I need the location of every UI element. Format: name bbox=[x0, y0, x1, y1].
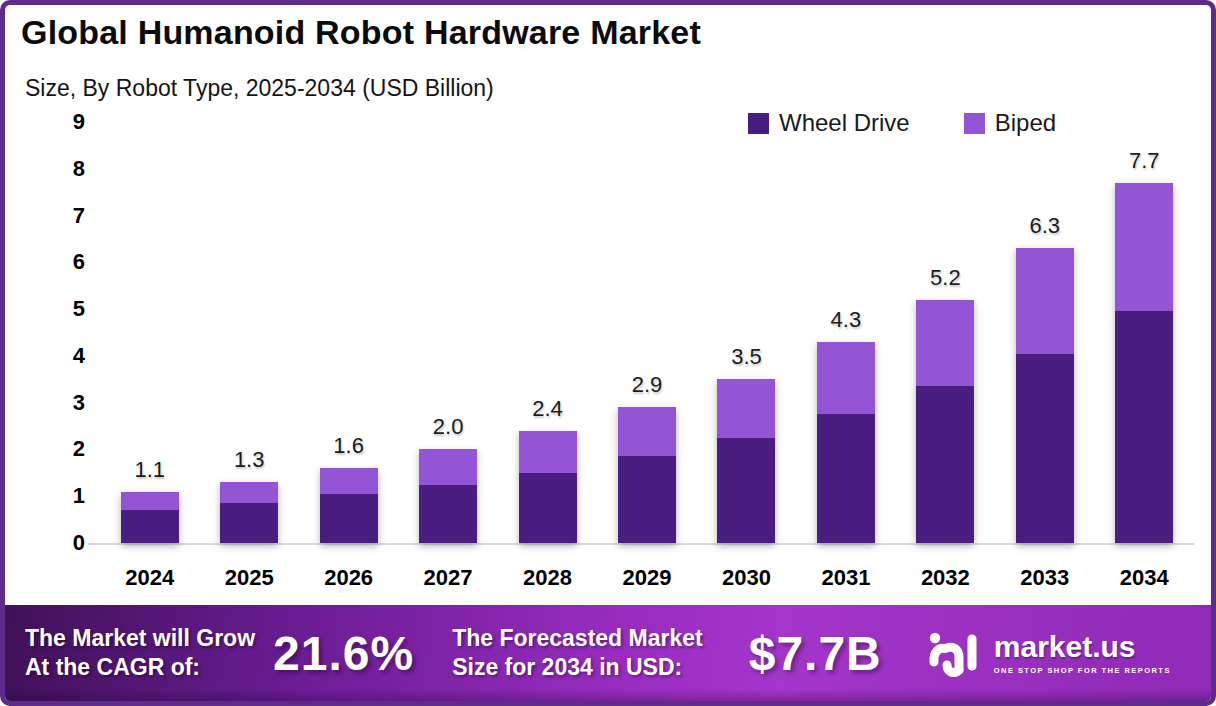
brand-logo: market.us ONE STOP SHOP FOR THE REPORTS bbox=[928, 629, 1171, 677]
bar-column-2024: 1.1 bbox=[100, 122, 199, 543]
y-tick-1: 1 bbox=[43, 482, 85, 510]
bar-total-label: 2.4 bbox=[532, 396, 563, 422]
cagr-label: The Market will Grow At the CAGR of: bbox=[25, 624, 255, 682]
y-tick-0: 0 bbox=[43, 529, 85, 557]
x-label-2030: 2030 bbox=[697, 565, 796, 591]
bar-segment-biped bbox=[121, 492, 179, 511]
bar-segment-biped bbox=[220, 482, 278, 503]
bar-column-2025: 1.3 bbox=[199, 122, 298, 543]
bar-segment-wheel-drive bbox=[320, 494, 378, 543]
bar-segment-biped bbox=[419, 449, 477, 484]
x-label-2026: 2026 bbox=[299, 565, 398, 591]
bar-column-2033: 6.3 bbox=[995, 122, 1094, 543]
brand-name: market.us bbox=[994, 632, 1171, 662]
x-label-2031: 2031 bbox=[796, 565, 895, 591]
bar-total-label: 4.3 bbox=[831, 307, 862, 333]
y-tick-7: 7 bbox=[43, 202, 85, 230]
y-axis: 0123456789 bbox=[43, 122, 85, 543]
bar-segment-biped bbox=[916, 300, 974, 387]
bar-total-label: 1.3 bbox=[234, 447, 265, 473]
x-label-2029: 2029 bbox=[597, 565, 696, 591]
bar-segment-wheel-drive bbox=[916, 386, 974, 543]
x-label-2032: 2032 bbox=[896, 565, 995, 591]
bar-segment-biped bbox=[1115, 183, 1173, 312]
bar-total-label: 7.7 bbox=[1129, 148, 1160, 174]
bar-segment-wheel-drive bbox=[618, 456, 676, 543]
bar-total-label: 2.0 bbox=[433, 414, 464, 440]
bar-segment-biped bbox=[519, 431, 577, 473]
y-tick-3: 3 bbox=[43, 389, 85, 417]
bar-stack bbox=[817, 342, 875, 543]
bar-stack bbox=[916, 300, 974, 543]
bar-segment-biped bbox=[1016, 248, 1074, 353]
bar-stack bbox=[1115, 183, 1173, 543]
bar-segment-wheel-drive bbox=[817, 414, 875, 543]
y-tick-5: 5 bbox=[43, 295, 85, 323]
bar-segment-wheel-drive bbox=[220, 503, 278, 543]
cagr-value: 21.6% bbox=[273, 626, 414, 681]
y-tick-6: 6 bbox=[43, 248, 85, 276]
x-label-2024: 2024 bbox=[100, 565, 199, 591]
x-label-2025: 2025 bbox=[199, 565, 298, 591]
page-subtitle: Size, By Robot Type, 2025-2034 (USD Bill… bbox=[25, 75, 494, 102]
bar-stack bbox=[220, 482, 278, 543]
page-title: Global Humanoid Robot Hardware Market bbox=[21, 13, 701, 52]
forecast-value: $7.7B bbox=[749, 626, 882, 681]
y-tick-4: 4 bbox=[43, 342, 85, 370]
bar-segment-biped bbox=[817, 342, 875, 415]
bar-segment-wheel-drive bbox=[121, 510, 179, 543]
bar-column-2029: 2.9 bbox=[597, 122, 696, 543]
bar-stack bbox=[419, 449, 477, 543]
forecast-label-line1: The Forecasted Market bbox=[452, 624, 703, 653]
brand-tagline: ONE STOP SHOP FOR THE REPORTS bbox=[994, 666, 1171, 675]
bar-total-label: 6.3 bbox=[1030, 213, 1061, 239]
bar-total-label: 2.9 bbox=[632, 372, 663, 398]
bar-column-2026: 1.6 bbox=[299, 122, 398, 543]
footer-banner: The Market will Grow At the CAGR of: 21.… bbox=[5, 605, 1211, 701]
bar-stack bbox=[320, 468, 378, 543]
y-tick-9: 9 bbox=[43, 108, 85, 136]
cagr-label-line2: At the CAGR of: bbox=[25, 653, 255, 682]
bar-column-2027: 2.0 bbox=[398, 122, 497, 543]
x-axis-line bbox=[88, 543, 1194, 545]
bar-column-2032: 5.2 bbox=[896, 122, 995, 543]
y-tick-8: 8 bbox=[43, 155, 85, 183]
bar-segment-biped bbox=[320, 468, 378, 494]
x-label-2028: 2028 bbox=[498, 565, 597, 591]
bar-total-label: 1.1 bbox=[134, 457, 165, 483]
bar-series: 1.1 1.3 1.6 2.0 2.4 2.9 3.5 4.3 5.2 6.3 7.7 bbox=[100, 122, 1194, 543]
bar-column-2034: 7.7 bbox=[1095, 122, 1194, 543]
infographic-frame: Global Humanoid Robot Hardware Market Si… bbox=[0, 0, 1216, 706]
x-label-2034: 2034 bbox=[1095, 565, 1194, 591]
bar-column-2031: 4.3 bbox=[796, 122, 895, 543]
bar-segment-biped bbox=[618, 407, 676, 456]
bar-stack bbox=[1016, 248, 1074, 543]
bar-stack bbox=[717, 379, 775, 543]
bar-total-label: 5.2 bbox=[930, 265, 961, 291]
marketus-logo-icon bbox=[928, 629, 982, 677]
cagr-label-line1: The Market will Grow bbox=[25, 624, 255, 653]
bar-stack bbox=[519, 431, 577, 543]
bar-segment-wheel-drive bbox=[1115, 311, 1173, 543]
bar-column-2028: 2.4 bbox=[498, 122, 597, 543]
bar-segment-wheel-drive bbox=[717, 438, 775, 543]
x-axis-labels: 2024202520262027202820292030203120322033… bbox=[100, 565, 1194, 591]
y-tick-2: 2 bbox=[43, 435, 85, 463]
bar-column-2030: 3.5 bbox=[697, 122, 796, 543]
bar-stack bbox=[618, 407, 676, 543]
forecast-label-line2: Size for 2034 in USD: bbox=[452, 653, 703, 682]
brand-text: market.us ONE STOP SHOP FOR THE REPORTS bbox=[994, 632, 1171, 675]
bar-stack bbox=[121, 492, 179, 543]
bar-segment-wheel-drive bbox=[419, 485, 477, 543]
bar-total-label: 3.5 bbox=[731, 344, 762, 370]
x-label-2033: 2033 bbox=[995, 565, 1094, 591]
x-label-2027: 2027 bbox=[398, 565, 497, 591]
bar-total-label: 1.6 bbox=[333, 433, 364, 459]
bar-segment-wheel-drive bbox=[1016, 354, 1074, 543]
bar-segment-biped bbox=[717, 379, 775, 437]
forecast-label: The Forecasted Market Size for 2034 in U… bbox=[452, 624, 703, 682]
bar-segment-wheel-drive bbox=[519, 473, 577, 543]
